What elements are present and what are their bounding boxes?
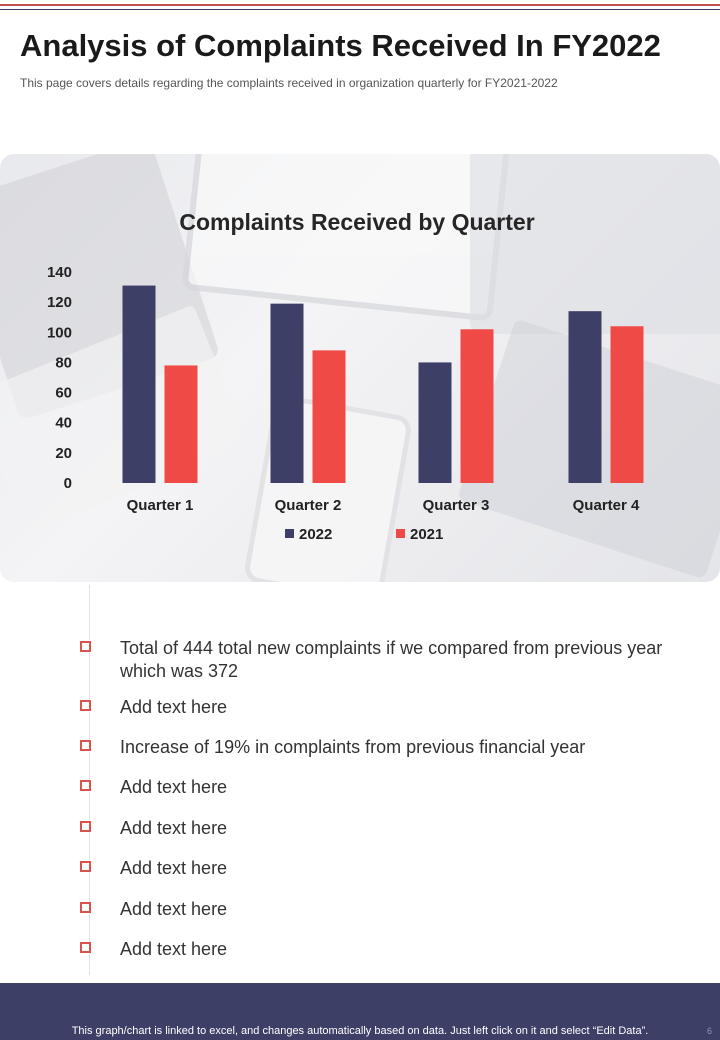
bar-2022-quarter-2 xyxy=(270,303,304,483)
bullet-text: Add text here xyxy=(120,899,228,919)
y-tick-label: 120 xyxy=(47,294,72,311)
bullet-square-icon xyxy=(80,861,91,872)
legend-label-2021: 2021 xyxy=(410,526,443,543)
bullet-square-icon xyxy=(80,780,91,791)
bullet-text: Add text here xyxy=(120,777,228,797)
bullet-square-icon xyxy=(80,942,91,953)
bullet-text: Increase of 19% in complaints from previ… xyxy=(120,737,586,757)
y-tick-label: 20 xyxy=(55,445,72,462)
bullet-text: Add text here xyxy=(120,939,228,959)
bullet-square-icon xyxy=(80,700,91,711)
bars-group xyxy=(122,285,644,483)
footer-note: This graph/chart is linked to excel, and… xyxy=(71,1025,649,1037)
bar-2022-quarter-4 xyxy=(568,311,602,483)
bullet-text: Add text here xyxy=(120,818,228,838)
x-axis-labels: Quarter 1 Quarter 2 Quarter 3 Quarter 4 xyxy=(127,497,640,514)
page-title: Analysis of Complaints Received In FY202… xyxy=(20,28,661,63)
y-tick-label: 60 xyxy=(55,385,72,402)
chart-title: Complaints Received by Quarter xyxy=(179,209,534,235)
y-tick-label: 0 xyxy=(64,475,72,492)
bullet-text: Add text here xyxy=(120,858,228,878)
bar-2021-quarter-1 xyxy=(164,365,198,483)
x-tick-label: Quarter 3 xyxy=(423,497,490,514)
background-laptop-shape xyxy=(470,154,720,334)
bullet-text: Add text here xyxy=(120,697,228,717)
legend-label-2022: 2022 xyxy=(299,526,332,543)
legend-swatch-2022 xyxy=(285,529,294,538)
x-tick-label: Quarter 4 xyxy=(573,497,640,514)
y-tick-label: 40 xyxy=(55,415,72,432)
top-accent-line-secondary xyxy=(0,9,720,10)
complaints-bar-chart: Complaints Received by Quarter 0 20 40 60 80… xyxy=(47,209,644,543)
bullet-square-icon xyxy=(80,821,91,832)
page-number: 6 xyxy=(706,1026,712,1036)
y-tick-label: 140 xyxy=(47,264,72,281)
bar-2021-quarter-4 xyxy=(610,326,644,483)
x-tick-label: Quarter 2 xyxy=(275,497,342,514)
bar-2022-quarter-1 xyxy=(122,285,156,483)
bar-2022-quarter-3 xyxy=(418,362,452,483)
chart-legend: 2022 2021 xyxy=(285,526,443,543)
bullet-square-icon xyxy=(80,902,91,913)
footer-bar: This graph/chart is linked to excel, and… xyxy=(0,983,720,1040)
y-axis-ticks: 0 20 40 60 80 100 120 140 xyxy=(47,264,72,492)
y-tick-label: 80 xyxy=(55,354,72,371)
x-tick-label: Quarter 1 xyxy=(127,497,194,514)
top-accent-line xyxy=(0,4,720,6)
legend-swatch-2021 xyxy=(396,529,405,538)
bar-2021-quarter-2 xyxy=(312,350,346,483)
bullet-text: Total of 444 total new complaints if we … xyxy=(120,638,663,681)
page-subtitle: This page covers details regarding the c… xyxy=(20,76,558,90)
bullet-square-icon xyxy=(80,641,91,652)
bar-2021-quarter-3 xyxy=(460,329,494,483)
bullet-square-icon xyxy=(80,740,91,751)
y-tick-label: 100 xyxy=(47,324,72,341)
